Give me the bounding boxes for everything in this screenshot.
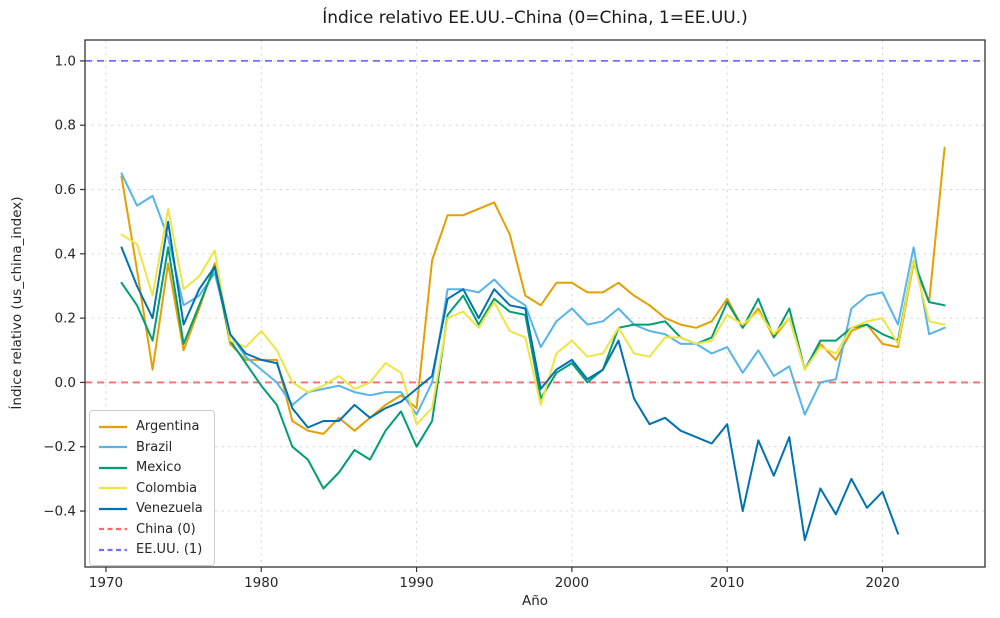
y-tick-label: −0.4 bbox=[43, 504, 76, 520]
x-tick-label: 2010 bbox=[710, 575, 744, 591]
legend: Argentina Brazil Mexico Colombia Venezuela Ch… bbox=[89, 410, 215, 566]
legend-label: Mexico bbox=[136, 460, 182, 475]
legend-item-china-0-: China (0) bbox=[99, 521, 203, 538]
x-tick-label: 1990 bbox=[399, 575, 433, 591]
legend-line-sample-icon bbox=[99, 507, 127, 510]
y-tick-label: 0.4 bbox=[55, 246, 76, 262]
series-line-colombia bbox=[120, 207, 946, 426]
legend-label: Venezuela bbox=[136, 501, 203, 516]
legend-item-venezuela: Venezuela bbox=[99, 500, 203, 517]
legend-line-sample-icon bbox=[99, 548, 127, 551]
y-tick-label: 0.8 bbox=[55, 118, 76, 134]
legend-label: China (0) bbox=[136, 521, 196, 537]
x-tick-label: 2020 bbox=[865, 575, 899, 591]
y-tick-label: −0.2 bbox=[43, 439, 76, 455]
x-tick-label: 2000 bbox=[555, 575, 589, 591]
y-tick-label: 1.0 bbox=[55, 53, 76, 69]
legend-label: Colombia bbox=[136, 480, 198, 496]
legend-label: Brazil bbox=[136, 439, 173, 455]
x-tick-label: 1970 bbox=[89, 575, 123, 591]
legend-item-brazil: Brazil bbox=[99, 439, 203, 456]
x-tick-label: 1980 bbox=[244, 575, 278, 591]
legend-line-sample-icon bbox=[99, 445, 127, 449]
plot-border bbox=[84, 39, 986, 568]
y-tick-label: 0.6 bbox=[55, 182, 76, 198]
legend-line-sample-icon bbox=[99, 466, 127, 469]
legend-line-sample-icon bbox=[99, 486, 127, 490]
legend-line-sample-icon bbox=[99, 527, 127, 531]
y-tick-label: 0.0 bbox=[55, 375, 76, 391]
legend-label: EE.UU. (1) bbox=[136, 542, 203, 557]
legend-item-colombia: Colombia bbox=[99, 480, 203, 497]
legend-item-mexico: Mexico bbox=[99, 459, 203, 476]
x-axis-label: Año bbox=[521, 593, 549, 609]
series-line-venezuela bbox=[120, 220, 899, 541]
legend-item-ee-uu-1-: EE.UU. (1) bbox=[99, 541, 203, 558]
chart-title: Índice relativo EE.UU.–China (0=China, 1… bbox=[322, 8, 748, 28]
series-line-brazil bbox=[120, 172, 946, 416]
legend-label: Argentina bbox=[136, 419, 200, 434]
y-tick-label: 0.2 bbox=[55, 311, 76, 327]
legend-item-argentina: Argentina bbox=[99, 418, 203, 435]
series-line-argentina bbox=[120, 146, 946, 435]
legend-line-sample-icon bbox=[99, 425, 127, 428]
